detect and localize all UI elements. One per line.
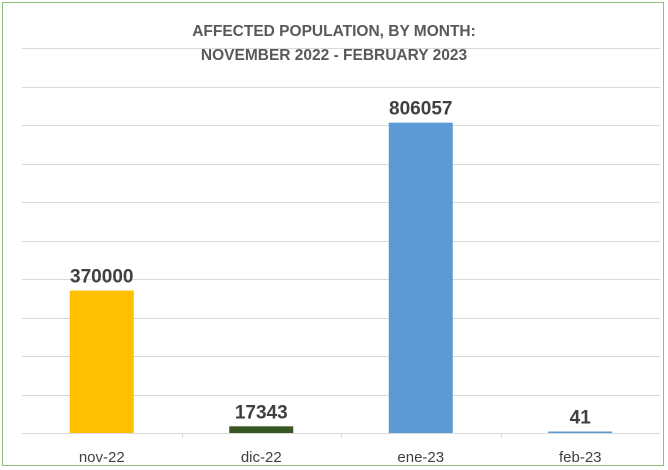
data-labels: 370000 17343 806057 41	[70, 99, 591, 429]
chart-subtitle: NOVEMBER 2022 - FEBRUARY 2023	[200, 47, 468, 64]
x-tick-label-dic-22: dic-22	[241, 449, 282, 466]
data-label-feb-23: 41	[570, 408, 592, 429]
x-tick-label-ene-23: ene-23	[397, 449, 444, 466]
bars	[69, 122, 613, 433]
x-axis: nov-22 dic-22 ene-23 feb-23	[22, 433, 660, 466]
data-label-ene-23: 806057	[389, 99, 452, 120]
x-tick-label-nov-22: nov-22	[79, 449, 125, 466]
bar-feb-23	[548, 431, 613, 433]
chart-title: AFFECTED POPULATION, BY MONTH:	[192, 23, 476, 40]
data-label-dic-22: 17343	[235, 402, 288, 423]
bar-dic-22	[229, 426, 294, 433]
x-tick-label-feb-23: feb-23	[559, 449, 602, 466]
bar-ene-23	[388, 122, 453, 433]
data-label-nov-22: 370000	[70, 267, 133, 288]
bar-nov-22	[69, 290, 134, 433]
